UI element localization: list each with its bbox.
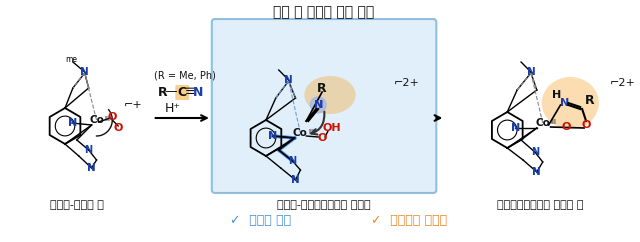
Text: ✓  염기도 조절: ✓ 염기도 조절 [230,213,292,227]
Ellipse shape [541,77,599,129]
Text: N: N [531,147,539,157]
Text: Co: Co [89,115,104,125]
Text: N: N [560,98,569,108]
Text: N: N [193,85,203,98]
Text: N: N [314,100,323,110]
Text: III: III [104,116,111,122]
Text: OH: OH [323,123,341,133]
Text: H: H [552,90,561,100]
Text: N: N [68,118,77,128]
Circle shape [310,97,326,113]
Text: III: III [308,129,314,135]
Text: N: N [81,67,89,77]
Text: C: C [178,85,187,98]
Text: N: N [284,75,293,85]
Text: N: N [511,123,520,133]
Text: O: O [581,120,591,130]
Text: III: III [550,119,557,125]
Text: 코발트-퍼옥소 종: 코발트-퍼옥소 종 [50,200,104,210]
Text: H⁺: H⁺ [164,101,180,114]
Ellipse shape [305,76,356,114]
Text: O: O [562,122,571,132]
Text: O: O [317,133,327,143]
Text: N: N [268,131,278,141]
Text: 분자 내 친핵성 공격 과정: 분자 내 친핵성 공격 과정 [273,5,374,19]
Text: N: N [527,67,535,77]
FancyArrowPatch shape [311,112,324,135]
Text: Co: Co [293,128,308,138]
Text: R: R [585,94,595,107]
Text: N: N [289,156,296,166]
Text: R: R [317,82,327,94]
Text: 코발트-하이드로퍼옥소 활성종: 코발트-하이드로퍼옥소 활성종 [277,200,371,210]
Text: R: R [157,85,167,98]
Text: O: O [113,123,123,133]
Text: ✓  나이트릴 활성화: ✓ 나이트릴 활성화 [371,213,447,227]
Text: O: O [108,112,117,122]
Text: ⌐+: ⌐+ [124,100,143,110]
Text: (R = Me, Ph): (R = Me, Ph) [154,70,216,80]
Text: 퍼옥시이미데이토 코발트 종: 퍼옥시이미데이토 코발트 종 [497,200,583,210]
Text: N: N [314,100,323,110]
Text: —: — [164,85,177,98]
Text: ⌐2+: ⌐2+ [610,78,636,88]
Text: N: N [87,163,96,173]
Text: Co: Co [535,118,550,128]
Text: N: N [84,145,93,155]
Text: ⌐2+: ⌐2+ [394,78,420,88]
FancyBboxPatch shape [175,85,189,100]
Text: me: me [65,55,77,65]
Text: N: N [532,167,541,177]
Text: ≡: ≡ [185,85,195,98]
FancyBboxPatch shape [212,19,436,193]
Text: N: N [291,175,300,185]
